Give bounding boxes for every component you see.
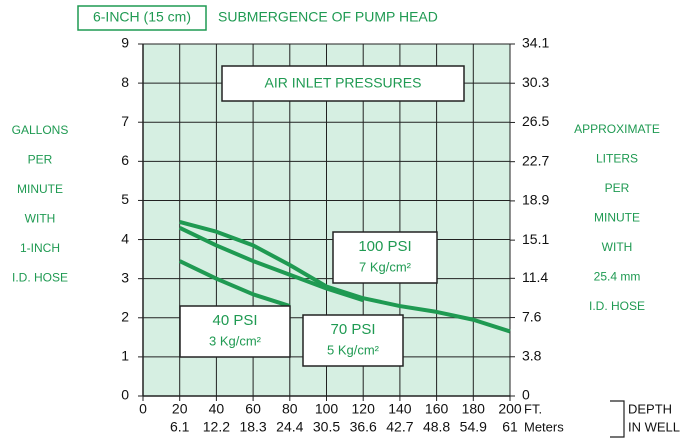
y2-tick-label: 3.8 [522, 347, 542, 363]
series-unit: 5 Kg/cm² [327, 342, 380, 357]
y2-label: 25.4 mm [594, 270, 641, 284]
y2-tick-label: 22.7 [522, 152, 549, 168]
y2-tick-label: 7.6 [522, 308, 542, 324]
y-tick-label: 1 [121, 348, 129, 364]
x2-tick-label: 18.3 [239, 419, 266, 435]
x2-tick-label: 30.5 [313, 419, 340, 435]
x2-tick-label: 61 [502, 419, 518, 435]
y-tick-label: 3 [121, 269, 129, 285]
x-tick-label: 80 [282, 401, 298, 417]
subtitle-box [77, 5, 207, 31]
y-tick-label: 0 [121, 387, 129, 403]
series-line [178, 226, 364, 303]
series-name: 70 PSI [330, 321, 375, 338]
annotation-box [221, 65, 465, 102]
x2-tick-label: 6.1 [170, 419, 190, 435]
depth-label: IN WELL [628, 419, 680, 434]
x-tick-label: 60 [245, 401, 261, 417]
y-tick-label: 4 [121, 230, 129, 246]
y-label: PER [28, 153, 53, 167]
y2-label: APPROXIMATE [574, 122, 660, 136]
x-label: FT. [524, 401, 542, 416]
x2-tick-label: 42.7 [386, 419, 413, 435]
x-tick-label: 120 [352, 401, 376, 417]
series-line [178, 259, 291, 308]
series-label-box [332, 231, 438, 284]
y2-tick-label: 34.1 [522, 35, 549, 51]
x2-tick-label: 48.8 [423, 419, 450, 435]
y2-tick-label: 26.5 [522, 113, 549, 129]
y-label: 1-INCH [20, 241, 60, 255]
series-label-box [302, 314, 404, 367]
series-name: 40 PSI [212, 312, 257, 329]
x-tick-label: 40 [209, 401, 225, 417]
y-label: I.D. HOSE [12, 271, 68, 285]
x-tick-label: 100 [315, 401, 339, 417]
y2-tick-label: 18.9 [522, 192, 549, 208]
x-tick-label: 200 [498, 401, 522, 417]
x2-tick-label: 54.9 [460, 419, 487, 435]
series-unit: 3 Kg/cm² [209, 333, 262, 348]
subtitle: 6-INCH (15 cm) [93, 9, 191, 25]
x2-tick-label: 12.2 [203, 419, 230, 435]
y-tick-label: 6 [121, 152, 129, 168]
annotation: AIR INLET PRESSURES [265, 75, 422, 91]
x2-tick-label: 36.6 [350, 419, 377, 435]
series-label-box [179, 305, 291, 358]
y-label: WITH [25, 212, 56, 226]
series-unit: 7 Kg/cm² [359, 259, 412, 274]
y2-tick-label: 30.3 [522, 74, 549, 90]
y2-label: PER [605, 181, 630, 195]
bracket [610, 400, 625, 438]
depth-label: DEPTH [628, 401, 672, 416]
y-tick-label: 5 [121, 191, 129, 207]
x2-label: Meters [524, 419, 564, 434]
y2-label: MINUTE [594, 211, 640, 225]
chart-title: SUBMERGENCE OF PUMP HEAD [218, 9, 438, 25]
series-name: 100 PSI [358, 238, 411, 255]
y2-label: WITH [602, 240, 633, 254]
y-tick-label: 8 [121, 74, 129, 90]
y-tick-label: 9 [121, 35, 129, 51]
y-label: MINUTE [17, 182, 63, 196]
x-tick-label: 140 [388, 401, 412, 417]
y-tick-label: 2 [121, 308, 129, 324]
y2-tick-label: 0 [522, 387, 530, 403]
x-tick-label: 160 [425, 401, 449, 417]
y2-tick-label: 11.4 [522, 269, 548, 285]
x-tick-label: 20 [172, 401, 188, 417]
y2-tick-label: 15.1 [522, 231, 549, 247]
y-tick-label: 7 [121, 113, 129, 129]
y2-label: LITERS [596, 152, 638, 166]
x-tick-label: 180 [462, 401, 486, 417]
x2-tick-label: 24.4 [276, 419, 303, 435]
x-tick-label: 0 [139, 401, 147, 417]
y-label: GALLONS [12, 123, 69, 137]
y2-label: I.D. HOSE [589, 299, 645, 313]
